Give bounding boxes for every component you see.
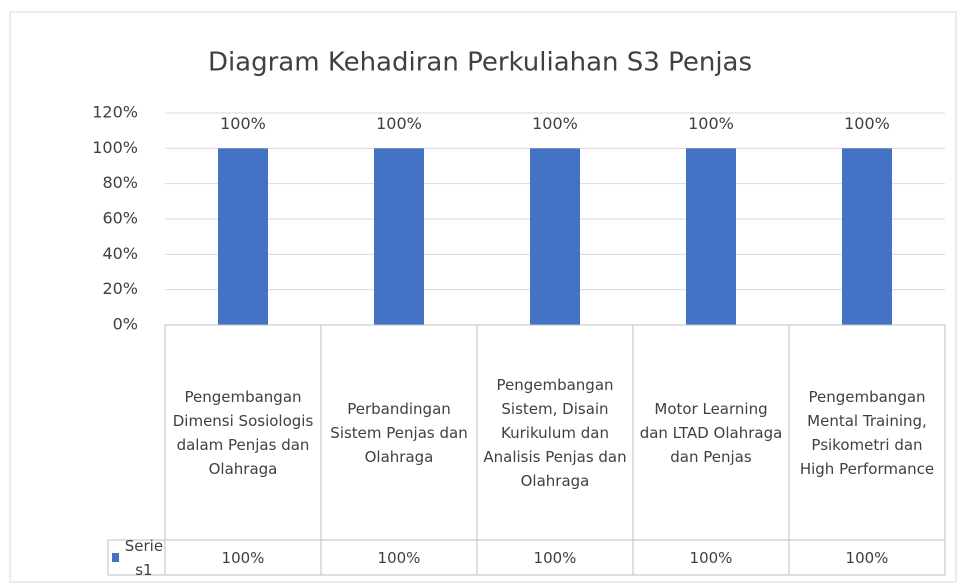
data-label: 100% bbox=[220, 114, 266, 133]
y-tick-label: 0% bbox=[113, 315, 138, 334]
y-tick-label: 100% bbox=[92, 138, 138, 157]
y-tick-label: 40% bbox=[102, 244, 138, 263]
data-label: 100% bbox=[844, 114, 890, 133]
y-tick-label: 120% bbox=[92, 103, 138, 122]
table-value: 100% bbox=[689, 548, 733, 567]
category-label: Perbandingan Sistem Penjas dan Olahraga bbox=[330, 399, 468, 466]
chart-frame bbox=[9, 11, 957, 583]
table-value: 100% bbox=[377, 548, 421, 567]
category-label: Pengembangan Dimensi Sosiologis dalam Pe… bbox=[172, 387, 314, 478]
data-label: 100% bbox=[532, 114, 578, 133]
y-tick-label: 80% bbox=[102, 173, 138, 192]
bar bbox=[530, 148, 580, 325]
legend-swatch bbox=[112, 553, 119, 562]
data-label: 100% bbox=[376, 114, 422, 133]
category-label: Pengembangan Mental Training, Psikometri… bbox=[799, 387, 935, 478]
legend-label: Series1 bbox=[124, 536, 164, 579]
table-value: 100% bbox=[221, 548, 265, 567]
bar bbox=[218, 148, 268, 325]
data-label: 100% bbox=[688, 114, 734, 133]
category-label: Motor Learning dan LTAD Olahraga dan Pen… bbox=[639, 399, 783, 466]
table-value: 100% bbox=[845, 548, 889, 567]
bar bbox=[374, 148, 424, 325]
legend-entry: Series1 bbox=[108, 537, 165, 579]
chart-title: Diagram Kehadiran Perkuliahan S3 Penjas bbox=[208, 48, 752, 78]
y-tick-label: 60% bbox=[102, 209, 138, 228]
table-value: 100% bbox=[533, 548, 577, 567]
y-tick-label: 20% bbox=[102, 279, 138, 298]
bar bbox=[842, 148, 892, 325]
bar bbox=[686, 148, 736, 325]
category-label: Pengembangan Sistem, Disain Kurikulum da… bbox=[483, 375, 627, 490]
